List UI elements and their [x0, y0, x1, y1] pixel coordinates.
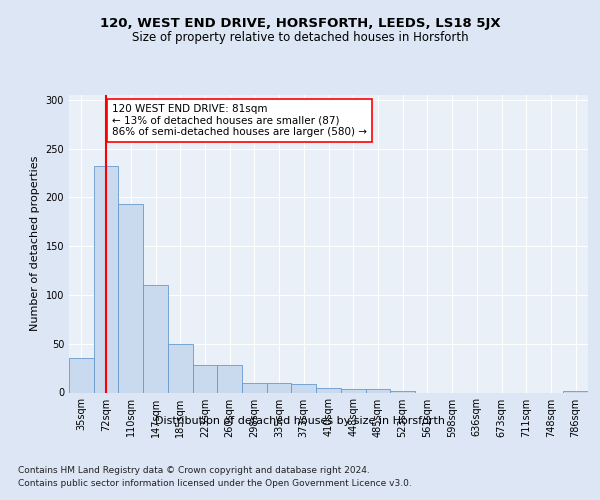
Bar: [118, 204, 143, 392]
Bar: [69, 358, 94, 392]
Y-axis label: Number of detached properties: Number of detached properties: [30, 156, 40, 332]
Bar: [168, 344, 193, 392]
Bar: [365, 388, 390, 392]
Bar: [563, 390, 588, 392]
Bar: [143, 285, 168, 393]
Bar: [217, 365, 242, 392]
Bar: [341, 388, 365, 392]
Text: Contains HM Land Registry data © Crown copyright and database right 2024.: Contains HM Land Registry data © Crown c…: [18, 466, 370, 475]
Text: 120, WEST END DRIVE, HORSFORTH, LEEDS, LS18 5JX: 120, WEST END DRIVE, HORSFORTH, LEEDS, L…: [100, 18, 500, 30]
Text: 120 WEST END DRIVE: 81sqm
← 13% of detached houses are smaller (87)
86% of semi-: 120 WEST END DRIVE: 81sqm ← 13% of detac…: [112, 104, 367, 137]
Bar: [390, 390, 415, 392]
Bar: [292, 384, 316, 392]
Text: Distribution of detached houses by size in Horsforth: Distribution of detached houses by size …: [155, 416, 445, 426]
Text: Contains public sector information licensed under the Open Government Licence v3: Contains public sector information licen…: [18, 479, 412, 488]
Bar: [94, 166, 118, 392]
Bar: [193, 365, 217, 392]
Text: Size of property relative to detached houses in Horsforth: Size of property relative to detached ho…: [131, 31, 469, 44]
Bar: [267, 382, 292, 392]
Bar: [242, 382, 267, 392]
Bar: [316, 388, 341, 392]
